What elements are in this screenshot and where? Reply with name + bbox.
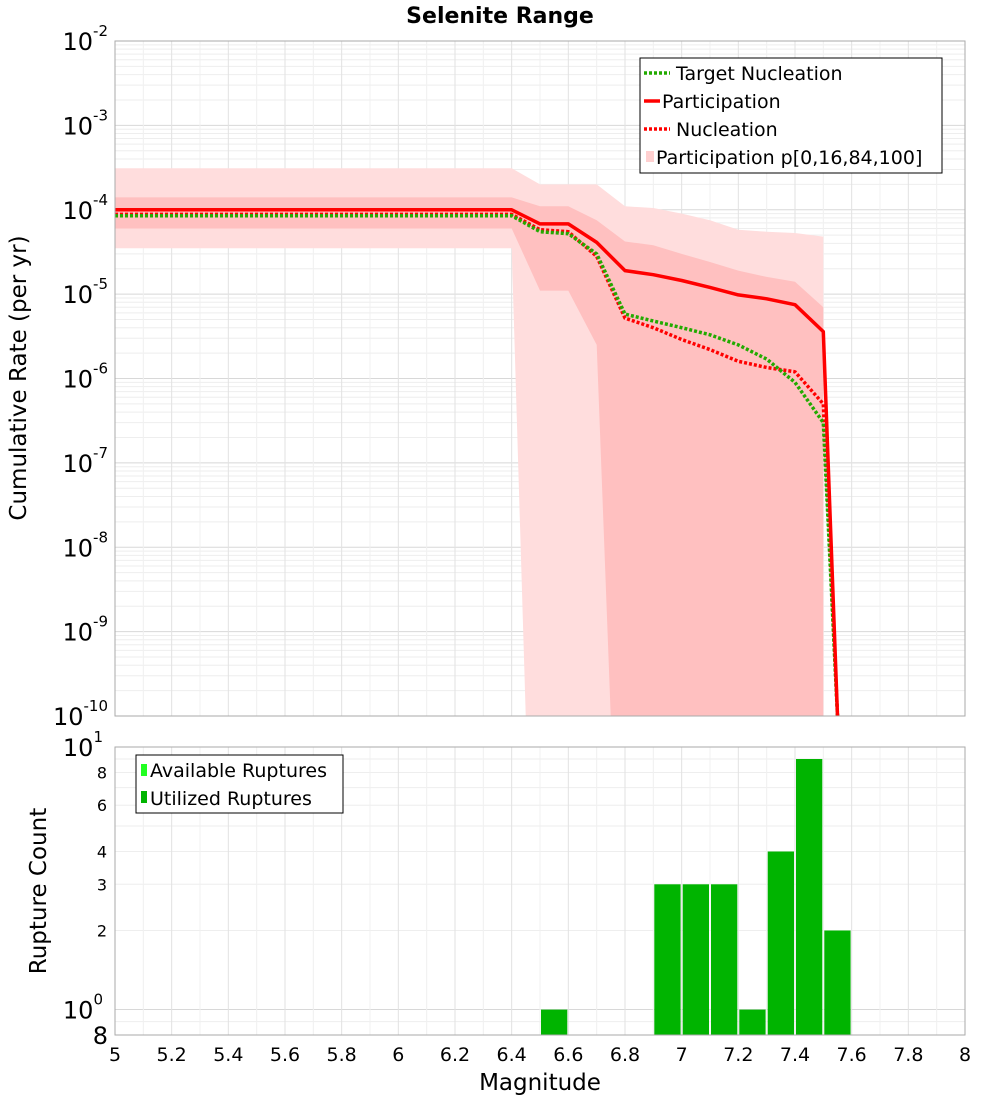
x-tick-label: 7.6	[837, 1044, 867, 1066]
top-y-tick-label: 10-9	[62, 613, 108, 647]
bottom-y-tick-label: 2	[97, 922, 107, 941]
x-axis-label: Magnitude	[479, 1070, 601, 1096]
x-tick-label: 6	[392, 1044, 404, 1066]
top-y-tick-label: 10-4	[62, 191, 108, 225]
x-tick-label: 7.4	[780, 1044, 810, 1066]
bottom-y-tick-label: 6	[97, 796, 107, 815]
top-y-tick-labels: 10-2 10-3 10-4 10-5 10-6 10-7 10-8 10-9 10-10	[53, 22, 108, 731]
x-tick-label: 5.4	[213, 1044, 243, 1066]
top-series-lines	[115, 208, 840, 716]
legend-label-nucleation: Nucleation	[676, 119, 778, 141]
top-plot-frame	[114, 40, 966, 717]
bottom-legend-frame	[135, 754, 344, 814]
bottom-y-tick-label: 100	[63, 991, 103, 1025]
bottom-plot-frame	[114, 746, 966, 1036]
x-tick-label: 6.2	[440, 1044, 470, 1066]
legend-swatch-available-ruptures	[141, 764, 147, 776]
bar-utilized-ruptures	[739, 1009, 766, 1035]
x-tick-label: 5.8	[327, 1044, 357, 1066]
bottom-y-tick-label: 8	[93, 1022, 108, 1050]
top-y-tick-label: 10-8	[62, 528, 108, 562]
bar-utilized-ruptures	[796, 759, 823, 1035]
top-y-tick-label: 10-6	[62, 360, 108, 394]
x-tick-label: 5	[109, 1044, 121, 1066]
bar-utilized-ruptures	[654, 884, 681, 1035]
top-y-tick-label: 10-10	[53, 697, 108, 731]
legend-label-participation: Participation	[662, 91, 781, 113]
bar-utilized-ruptures	[767, 851, 794, 1035]
bar-utilized-ruptures	[824, 930, 851, 1035]
x-tick-label: 6.6	[553, 1044, 583, 1066]
top-y-tick-label: 10-7	[62, 444, 108, 478]
top-y-tick-label: 10-2	[62, 22, 108, 56]
x-tick-label: 6.8	[610, 1044, 640, 1066]
bottom-y-tick-label: 4	[97, 842, 107, 861]
bottom-y-tick-label: 3	[97, 875, 107, 894]
x-tick-label: 5.2	[157, 1044, 187, 1066]
bottom-y-axis-label: Rupture Count	[26, 808, 52, 974]
x-tick-label: 7	[676, 1044, 688, 1066]
top-legend: Target Nucleation Participation Nucleati…	[639, 57, 943, 174]
bottom-legend: Available Ruptures Utilized Ruptures	[135, 754, 344, 814]
x-tick-label: 8	[959, 1044, 971, 1066]
top-y-tick-label: 10-5	[62, 275, 108, 309]
x-tick-label: 6.4	[497, 1044, 527, 1066]
bottom-y-tick-label: 101	[63, 728, 103, 762]
top-y-tick-label: 10-3	[62, 106, 108, 140]
series-line-target-nucleation	[115, 213, 840, 716]
chart-title: Selenite Range	[406, 4, 594, 29]
top-legend-frame	[639, 57, 943, 174]
legend-label-participation-bands: Participation p[0,16,84,100]	[656, 147, 922, 169]
bar-utilized-ruptures	[541, 1009, 568, 1035]
x-tick-label: 7.2	[723, 1044, 753, 1066]
legend-label-available-ruptures: Available Ruptures	[150, 760, 327, 782]
series-line-participation	[115, 208, 840, 716]
top-y-axis-label: Cumulative Rate (per yr)	[6, 235, 32, 520]
legend-label-target-nucleation: Target Nucleation	[675, 63, 843, 85]
legend-swatch-participation-bands	[646, 151, 654, 162]
x-tick-labels: 5 5.2 5.4 5.6 5.8 6 6.2 6.4 6.6 6.8 7 7.2 7.4 7.6 7.8 8	[109, 1044, 971, 1066]
bar-utilized-ruptures	[711, 884, 738, 1035]
legend-label-utilized-ruptures: Utilized Ruptures	[150, 788, 312, 810]
bottom-bars	[541, 759, 851, 1035]
x-tick-label: 5.6	[270, 1044, 300, 1066]
x-tick-label: 7.8	[893, 1044, 923, 1066]
bar-utilized-ruptures	[682, 884, 709, 1035]
legend-swatch-utilized-ruptures	[141, 791, 147, 803]
bottom-y-tick-label: 8	[97, 763, 107, 782]
